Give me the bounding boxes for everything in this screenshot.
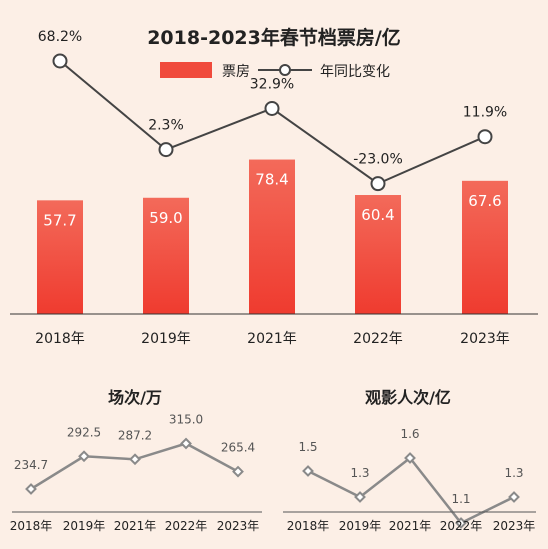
revenue-bar	[355, 195, 401, 314]
s2-marker	[404, 452, 416, 464]
s1-value-label: 292.5	[67, 425, 101, 439]
main-chart-title: 2018-2023年春节档票房/亿	[147, 26, 401, 49]
screenings-line	[25, 437, 244, 495]
s2-x-tick-label: 2019年	[339, 519, 382, 533]
admissions-x-ticks: 2018年 2019年 2021年 2022年 2023年	[287, 519, 536, 533]
s1-x-tick-label: 2021年	[114, 519, 157, 533]
yoy-marker	[264, 100, 280, 116]
yoy-marker	[158, 142, 174, 158]
s2-value-label: 1.3	[350, 466, 369, 480]
s2-marker	[508, 491, 520, 503]
revenue-bar	[462, 180, 508, 314]
yoy-value-label: 32.9%	[250, 76, 294, 92]
revenue-value-label: 60.4	[361, 206, 394, 224]
legend-bar-swatch	[160, 62, 212, 78]
s2-x-tick-label: 2018年	[287, 519, 330, 533]
main-x-ticks: 2018年 2019年 2021年 2022年 2023年	[35, 331, 510, 347]
revenue-bar	[37, 200, 83, 314]
admissions-labels: 1.5 1.3 1.6 1.1 1.3	[298, 427, 523, 506]
admissions-chart-title: 观影人次/亿	[365, 388, 451, 407]
admissions-line	[302, 452, 520, 529]
main-x-tick-label: 2022年	[353, 331, 403, 347]
main-yoy-labels: 68.2% 2.3% 32.9% -23.0% 11.9%	[38, 29, 507, 168]
s1-x-tick-label: 2023年	[217, 519, 260, 533]
yoy-marker	[370, 176, 386, 192]
s2-value-label: 1.5	[298, 440, 317, 454]
s1-marker	[78, 450, 90, 463]
s1-value-label: 287.2	[118, 428, 152, 442]
s2-value-label: 1.1	[451, 492, 470, 506]
s2-polyline	[307, 456, 515, 525]
screenings-x-ticks: 2018年 2019年 2021年 2022年 2023年	[10, 519, 260, 533]
s1-x-tick-label: 2022年	[165, 519, 208, 533]
revenue-value-label: 78.4	[255, 171, 288, 189]
main-x-tick-label: 2018年	[35, 331, 85, 347]
revenue-value-label: 57.7	[43, 211, 76, 229]
legend: 票房 年同比变化	[160, 62, 390, 80]
revenue-bar	[249, 159, 295, 314]
legend-bar-label: 票房	[222, 64, 250, 80]
s2-x-tick-label: 2023年	[493, 519, 536, 533]
revenue-value-label: 59.0	[149, 209, 182, 227]
yoy-value-label: -23.0%	[353, 152, 403, 168]
main-bars	[37, 159, 508, 314]
legend-line-marker	[279, 64, 291, 76]
s2-value-label: 1.6	[400, 427, 419, 441]
revenue-value-label: 67.6	[468, 192, 501, 210]
legend-line-label: 年同比变化	[320, 64, 390, 80]
s2-marker	[354, 491, 366, 503]
s2-x-tick-label: 2022年	[440, 519, 483, 533]
s1-marker	[180, 437, 192, 450]
main-yoy-line	[52, 53, 493, 192]
s1-value-label: 265.4	[221, 441, 255, 455]
s2-marker	[455, 517, 467, 529]
s1-x-tick-label: 2018年	[10, 519, 53, 533]
main-bar-labels: 57.7 59.0 78.4 60.4 67.6	[43, 171, 501, 230]
screenings-chart-title: 场次/万	[108, 388, 162, 407]
s1-marker	[232, 465, 244, 478]
main-x-tick-label: 2019年	[141, 331, 191, 347]
main-x-tick-label: 2023年	[460, 331, 510, 347]
yoy-marker	[477, 129, 493, 145]
revenue-bar	[143, 197, 189, 314]
s1-value-label: 234.7	[14, 458, 48, 472]
yoy-value-label: 2.3%	[148, 118, 184, 134]
s1-marker	[129, 453, 141, 466]
screenings-labels: 234.7 292.5 287.2 315.0 265.4	[14, 413, 255, 472]
yoy-marker	[52, 53, 68, 69]
s1-marker	[25, 483, 37, 495]
yoy-value-label: 11.9%	[463, 105, 507, 121]
main-x-tick-label: 2021年	[247, 331, 297, 347]
s2-value-label: 1.3	[504, 466, 523, 480]
s2-marker	[302, 465, 314, 477]
s1-polyline	[30, 442, 239, 491]
s1-x-tick-label: 2019年	[63, 519, 106, 533]
s1-value-label: 315.0	[169, 413, 203, 427]
s2-x-tick-label: 2021年	[389, 519, 432, 533]
yoy-value-label: 68.2%	[38, 29, 82, 45]
